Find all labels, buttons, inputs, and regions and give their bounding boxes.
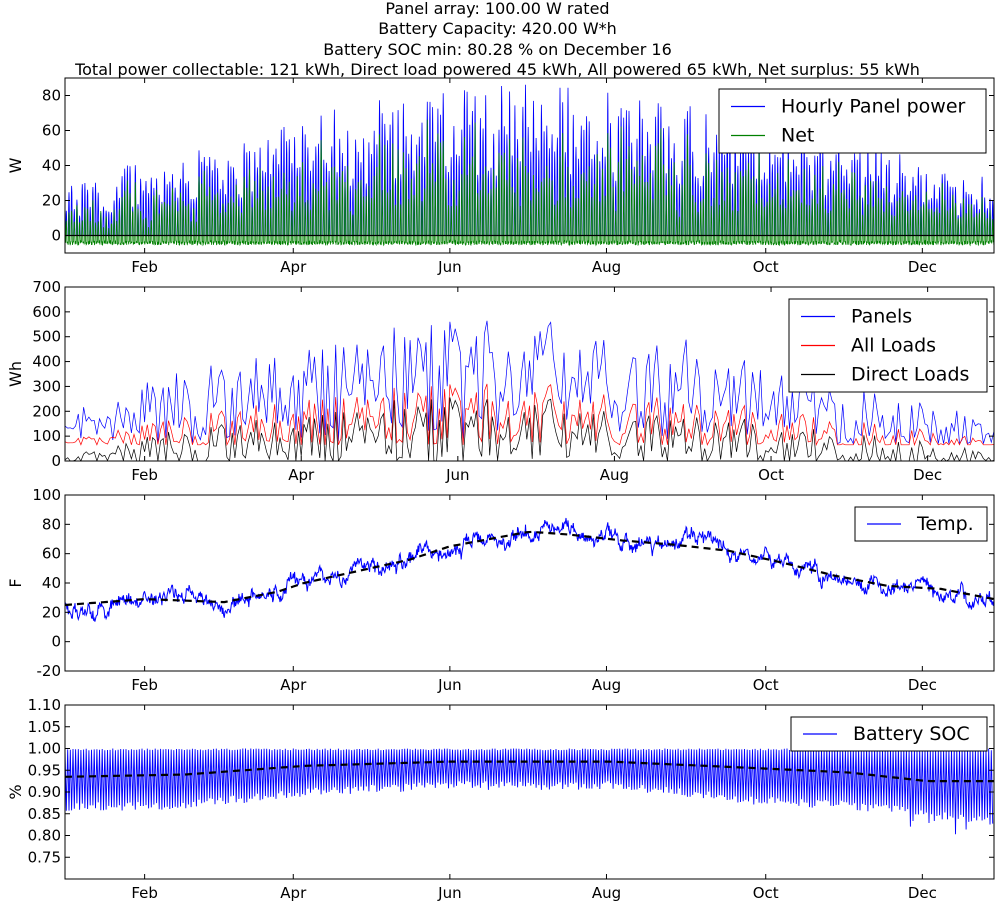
- y-tick-label: 0.85: [28, 805, 61, 823]
- y-tick-label: 0.75: [28, 848, 61, 866]
- x-tick-label: Feb: [131, 258, 158, 276]
- legend-label: Direct Loads: [851, 364, 969, 386]
- plot-area: [65, 748, 994, 835]
- y-tick-label: 1.00: [28, 740, 61, 758]
- y-tick-label: 400: [32, 353, 61, 371]
- x-tick-label: Aug: [592, 884, 621, 902]
- x-tick-label: Apr: [288, 466, 315, 484]
- y-tick-label: 100: [32, 427, 61, 445]
- y-tick-label: 80: [42, 87, 61, 105]
- x-tick-label: Feb: [131, 466, 158, 484]
- legend-label: Battery SOC: [853, 723, 970, 745]
- x-tick-label: Dec: [908, 258, 937, 276]
- x-tick-label: Aug: [592, 258, 621, 276]
- y-tick-label: 600: [32, 303, 61, 321]
- x-tick-label: Oct: [758, 466, 784, 484]
- title-line-battery-capacity: Battery Capacity: 420.00 W*h: [378, 19, 617, 38]
- x-tick-label: Apr: [280, 676, 307, 694]
- x-tick-label: Apr: [280, 258, 307, 276]
- legend: Battery SOC: [790, 716, 988, 752]
- legend: Panels All Loads Direct Loads: [788, 298, 988, 393]
- series-temp-average: [65, 530, 994, 607]
- series-net: [65, 119, 994, 247]
- x-tick-label: Oct: [753, 676, 779, 694]
- y-tick-label: 300: [32, 377, 61, 395]
- x-tick-label: Aug: [592, 676, 621, 694]
- y-tick-label: 0: [51, 452, 61, 470]
- y-tick-label: 60: [42, 545, 61, 563]
- y-tick-label: 0.95: [28, 761, 61, 779]
- y-axis-label: %: [6, 784, 25, 799]
- legend-label: Net: [781, 125, 814, 147]
- y-tick-label: 40: [42, 157, 61, 175]
- y-axis-label: F: [6, 578, 25, 587]
- y-tick-label: 200: [32, 402, 61, 420]
- x-tick-label: Dec: [908, 884, 937, 902]
- chart-panel-2: 0 100 200 300 400 500 600 700 Feb Apr Jun Aug Oct Dec…: [6, 278, 995, 484]
- y-tick-label: 0: [51, 633, 61, 651]
- y-tick-label: 0: [51, 227, 61, 245]
- series-panels: [65, 320, 994, 445]
- series-soc-average: [65, 760, 994, 783]
- x-tick-label: Jun: [437, 676, 461, 694]
- chart-panel-4: 0.75 0.80 0.85 0.90 0.95 1.00 1.05 1.10 Feb Apr Ju…: [6, 696, 995, 902]
- x-tick-label: Dec: [913, 466, 942, 484]
- y-tick-label: 500: [32, 328, 61, 346]
- y-tick-label: 100: [32, 486, 61, 504]
- y-axis-label: Wh: [6, 361, 25, 387]
- y-tick-label: 20: [42, 192, 61, 210]
- title-line-panel-array: Panel array: 100.00 W rated: [385, 0, 610, 18]
- legend-label: Hourly Panel power: [781, 96, 966, 118]
- series-direct-loads: [65, 397, 994, 461]
- x-tick-label: Feb: [131, 884, 158, 902]
- plot-area: [65, 320, 994, 461]
- x-tick-label: Aug: [600, 466, 629, 484]
- y-tick-label: 40: [42, 574, 61, 592]
- legend: Temp.: [854, 506, 988, 542]
- y-tick-label: 0.90: [28, 783, 61, 801]
- plot-area: [65, 84, 994, 247]
- legend-label: Temp.: [916, 513, 974, 535]
- x-tick-label: Jun: [437, 258, 461, 276]
- y-tick-label: 0.80: [28, 827, 61, 845]
- x-tick-label: Jun: [437, 884, 461, 902]
- axes-frame: [64, 286, 995, 462]
- series-temp: [65, 517, 994, 622]
- plot-area: [65, 517, 994, 622]
- y-axis-label: W: [6, 157, 25, 173]
- y-tick-label: 700: [32, 278, 61, 296]
- x-tick-label: Dec: [908, 676, 937, 694]
- y-tick-label: 80: [42, 515, 61, 533]
- x-tick-label: Oct: [753, 884, 779, 902]
- legend: Hourly Panel power Net: [718, 88, 987, 154]
- legend-label: Panels: [851, 306, 912, 328]
- series-battery-soc: [65, 748, 994, 835]
- legend-box: [718, 88, 987, 154]
- y-tick-label: 20: [42, 603, 61, 621]
- legend-label: All Loads: [851, 335, 936, 357]
- x-tick-label: Feb: [131, 676, 158, 694]
- series-all-loads: [65, 383, 994, 447]
- x-tick-label: Jun: [445, 466, 469, 484]
- y-tick-label: -20: [37, 662, 62, 680]
- y-tick-label: 1.05: [28, 718, 61, 736]
- y-tick-label: 60: [42, 122, 61, 140]
- x-tick-label: Apr: [280, 884, 307, 902]
- chart-panel-3: -20 0 20 40 60 80 100 Feb Apr Jun Aug Oct Dec F Temp.: [6, 486, 995, 694]
- title-line-totals: Total power collectable: 121 kWh, Direct…: [75, 60, 920, 79]
- y-tick-label: 1.10: [28, 696, 61, 714]
- title-line-soc-min: Battery SOC min: 80.28 % on December 16: [323, 40, 672, 59]
- x-tick-label: Oct: [753, 258, 779, 276]
- chart-panel-1: 0 20 40 60 80 Feb Apr Jun Aug Oct Dec W Hourly Panel…: [6, 77, 995, 276]
